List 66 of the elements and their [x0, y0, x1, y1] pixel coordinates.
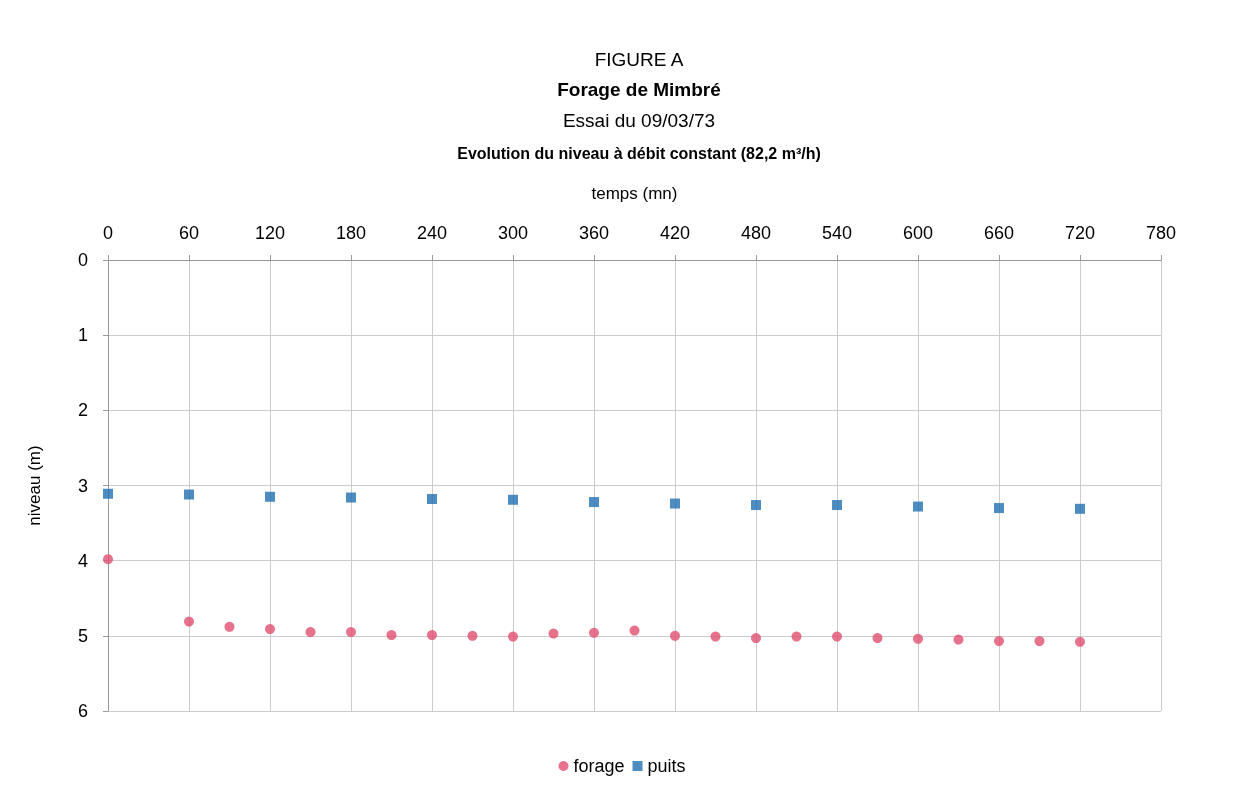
point [994, 636, 1004, 647]
x-tick-label: 180 [335, 223, 367, 243]
x-tick-label: 120 [254, 223, 286, 243]
x-tick-label: 480 [740, 223, 772, 243]
point [184, 616, 194, 627]
point [913, 633, 923, 644]
text: Essai du 09/03/73 [562, 110, 716, 131]
x-tick-label: 0 [102, 223, 114, 243]
point [872, 633, 883, 644]
chart-subtitle: Forage de Mimbré [557, 79, 721, 100]
point [346, 627, 356, 638]
y-axis-title: niveau (m) [25, 445, 44, 526]
point [386, 630, 397, 641]
point [1034, 636, 1045, 647]
point [832, 500, 842, 511]
point [589, 627, 599, 638]
point [670, 630, 680, 641]
x-tick-label: 60 [178, 223, 200, 243]
point [751, 633, 761, 644]
point [184, 489, 194, 500]
point [467, 630, 478, 641]
point [508, 631, 518, 642]
point [427, 494, 437, 505]
y-tick-label: 6 [77, 701, 88, 721]
point [629, 625, 640, 636]
x-tick-label: 240 [416, 223, 448, 243]
point [265, 491, 275, 502]
x-tick-label: 600 [902, 223, 934, 243]
legend-label: forage [573, 756, 625, 776]
point [1075, 503, 1085, 514]
point [427, 630, 437, 641]
y-tick-label: 4 [77, 550, 88, 571]
x-axis-title: temps (mn) [591, 184, 678, 203]
y-tick-label: 5 [77, 625, 88, 646]
x-tick-label: 720 [1064, 223, 1096, 243]
point [953, 634, 964, 645]
point [751, 500, 761, 511]
point [994, 503, 1004, 514]
point [589, 497, 599, 508]
x-tick-label: 780 [1145, 223, 1177, 243]
y-tick-label: 2 [77, 400, 88, 421]
point [508, 494, 518, 505]
x-tick-label: 660 [983, 223, 1015, 243]
chart-title: FIGURE A [594, 49, 684, 70]
y-tick-label: 0 [77, 250, 88, 270]
point [103, 554, 113, 565]
x-tick-label: 300 [497, 223, 529, 243]
x-tick-label: 540 [821, 223, 853, 243]
point [670, 498, 680, 509]
point [791, 631, 802, 642]
y-tick-label: 1 [77, 325, 88, 346]
point [1075, 636, 1085, 647]
point [103, 488, 113, 499]
legend-label: puits [647, 756, 686, 776]
point [548, 628, 559, 639]
y-tick-label: 3 [77, 475, 88, 496]
point [346, 492, 356, 503]
point [265, 624, 275, 635]
point [832, 631, 842, 642]
point [305, 627, 316, 638]
point [710, 631, 721, 642]
text: Evolution du niveau à débit constant (82,2 m³/h) [457, 144, 821, 162]
point [224, 621, 235, 632]
x-tick-label: 360 [578, 223, 610, 243]
point [913, 501, 923, 512]
x-tick-label: 420 [659, 223, 691, 243]
